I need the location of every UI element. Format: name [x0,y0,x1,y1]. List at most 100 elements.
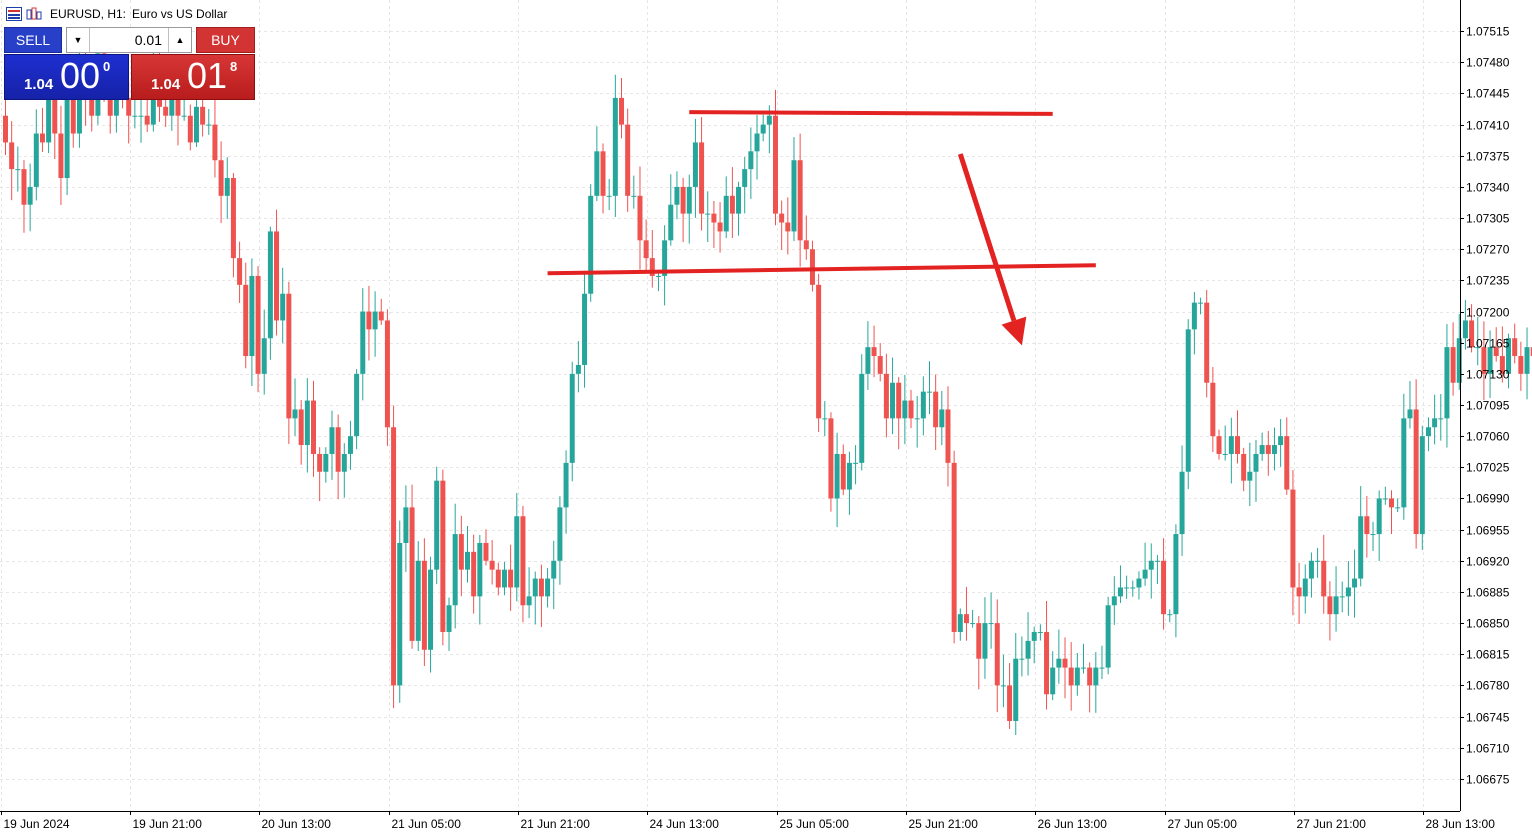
candle-body [489,560,495,570]
candle-body [828,418,834,499]
candle-body [957,614,963,632]
trendline[interactable] [547,263,1096,276]
candle-body [409,507,415,641]
bear-candle [384,309,390,446]
bull-candle [982,597,988,679]
buy-button[interactable]: BUY [196,27,255,53]
candle-body [335,427,341,472]
y-tick-label: 1.07200 [1466,306,1510,320]
candle-body [1056,658,1062,668]
lot-decrease-icon[interactable]: ▼ [67,28,90,52]
bull-candle [465,526,470,583]
bull-candle [1124,575,1130,599]
candle-body [354,373,360,437]
bull-candle [853,445,859,485]
chart-list-icon[interactable] [6,7,22,21]
bull-candle [920,376,926,436]
bear-candle [1210,367,1216,453]
bull-candle [631,175,637,209]
candle-body [859,373,865,463]
candle-body [988,623,994,625]
buy-price-button[interactable]: 1.04 01 8 [131,54,255,100]
axes-layer: 1.07515 1.07480 1.07445 1.07410 1.07375 1.073… [0,0,1510,831]
candle-body [816,284,822,419]
candle-body [200,106,206,125]
y-tick-label: 1.07130 [1466,368,1510,382]
candle-body [1302,578,1308,597]
candle-body [249,275,255,357]
bull-candle [1154,554,1160,585]
bear-candle [200,94,206,137]
sell-price-fraction: 0 [103,59,111,74]
bear-candle [440,469,446,646]
candle-body [89,97,95,116]
lot-size-input[interactable]: 0.01 [134,32,162,48]
sell-price-button[interactable]: 1.04 00 0 [4,54,129,100]
bull-candle [138,96,144,143]
bull-candle [791,136,797,242]
candle-body [1222,453,1228,455]
candle-body [1438,418,1444,420]
bull-candle [662,225,668,306]
bull-candle [354,369,360,450]
bull-candle [261,309,267,395]
bear-candle [298,399,304,465]
y-tick-label: 1.07060 [1466,430,1510,444]
arrow-head[interactable] [1001,316,1027,346]
candle-body [33,133,39,187]
candle-body [274,231,280,321]
candle-body [181,115,187,117]
candle-body [1148,560,1154,570]
candle-body [39,133,45,143]
candle-body [1204,302,1210,383]
candle-body [1450,347,1456,383]
bear-candle [391,405,397,709]
bull-candle [372,291,378,357]
candle-body [366,311,372,330]
candle-body [1093,667,1099,686]
bull-candle [902,374,908,445]
bull-candle [1475,317,1481,366]
bull-candle [1370,521,1376,552]
candle-body [569,373,575,463]
bull-candle [1013,633,1019,735]
candle-body [736,186,742,214]
trendline[interactable] [689,110,1053,116]
candle-body [705,213,711,215]
candle-body [1395,507,1401,509]
bull-candle [569,361,575,482]
bull-candle [1271,427,1277,471]
bull-candle [1056,629,1062,684]
bull-candle [64,81,70,196]
one-click-trading-icon[interactable] [26,7,42,21]
bull-candle [939,390,945,446]
candle-body [1216,436,1222,454]
bull-candle [329,410,335,480]
candle-body [70,89,76,134]
candle-body [754,133,760,152]
y-tick-label: 1.06850 [1466,617,1510,631]
bull-candle [705,191,711,242]
bear-candle [39,107,45,153]
bear-candle [1161,538,1167,630]
candle-body [582,293,588,365]
candle-body [1315,560,1321,562]
sell-button[interactable]: SELL [4,27,62,53]
symbol-label: EURUSD, H1: [50,7,127,21]
lot-size-stepper[interactable]: ▼ 0.01 ▲ [66,27,192,53]
bull-candle [1111,576,1117,625]
sell-price-pips: 00 [60,55,101,96]
arrow-shaft[interactable] [957,153,1017,322]
bull-candle [674,171,680,220]
candle-body [1296,587,1302,597]
candle-body [612,97,618,196]
bear-candle [1241,447,1247,492]
candle-body [1462,320,1468,339]
bear-candle [877,343,883,382]
bull-candle [292,378,298,436]
lot-increase-icon[interactable]: ▲ [168,28,191,52]
y-tick-label: 1.06920 [1466,555,1510,569]
candle-body [1389,498,1394,508]
